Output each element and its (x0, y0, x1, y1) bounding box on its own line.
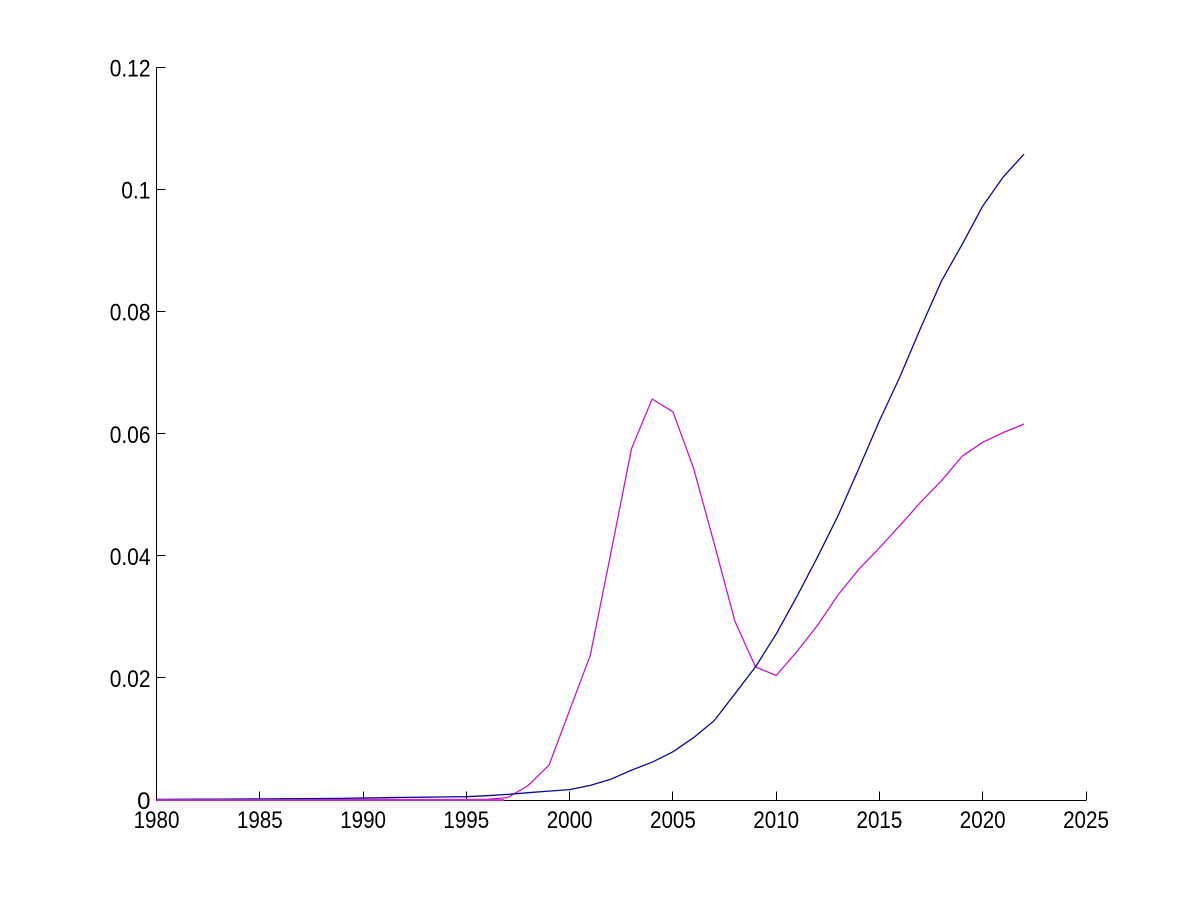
svg-text:0: 0 (137, 788, 150, 815)
svg-text:1990: 1990 (340, 807, 386, 834)
svg-text:0.02: 0.02 (110, 666, 151, 693)
svg-text:0.08: 0.08 (110, 300, 151, 327)
svg-text:1980: 1980 (134, 807, 180, 834)
svg-text:2025: 2025 (1063, 807, 1109, 834)
svg-text:2010: 2010 (753, 807, 799, 834)
svg-text:1985: 1985 (237, 807, 283, 834)
svg-text:2000: 2000 (547, 807, 593, 834)
svg-text:1995: 1995 (443, 807, 489, 834)
svg-text:0.1: 0.1 (121, 178, 150, 205)
svg-text:2015: 2015 (857, 807, 903, 834)
svg-text:2020: 2020 (960, 807, 1006, 834)
svg-text:2005: 2005 (650, 807, 696, 834)
svg-text:0.12: 0.12 (110, 56, 151, 83)
svg-text:0.06: 0.06 (110, 422, 151, 449)
svg-text:0.04: 0.04 (110, 544, 151, 571)
